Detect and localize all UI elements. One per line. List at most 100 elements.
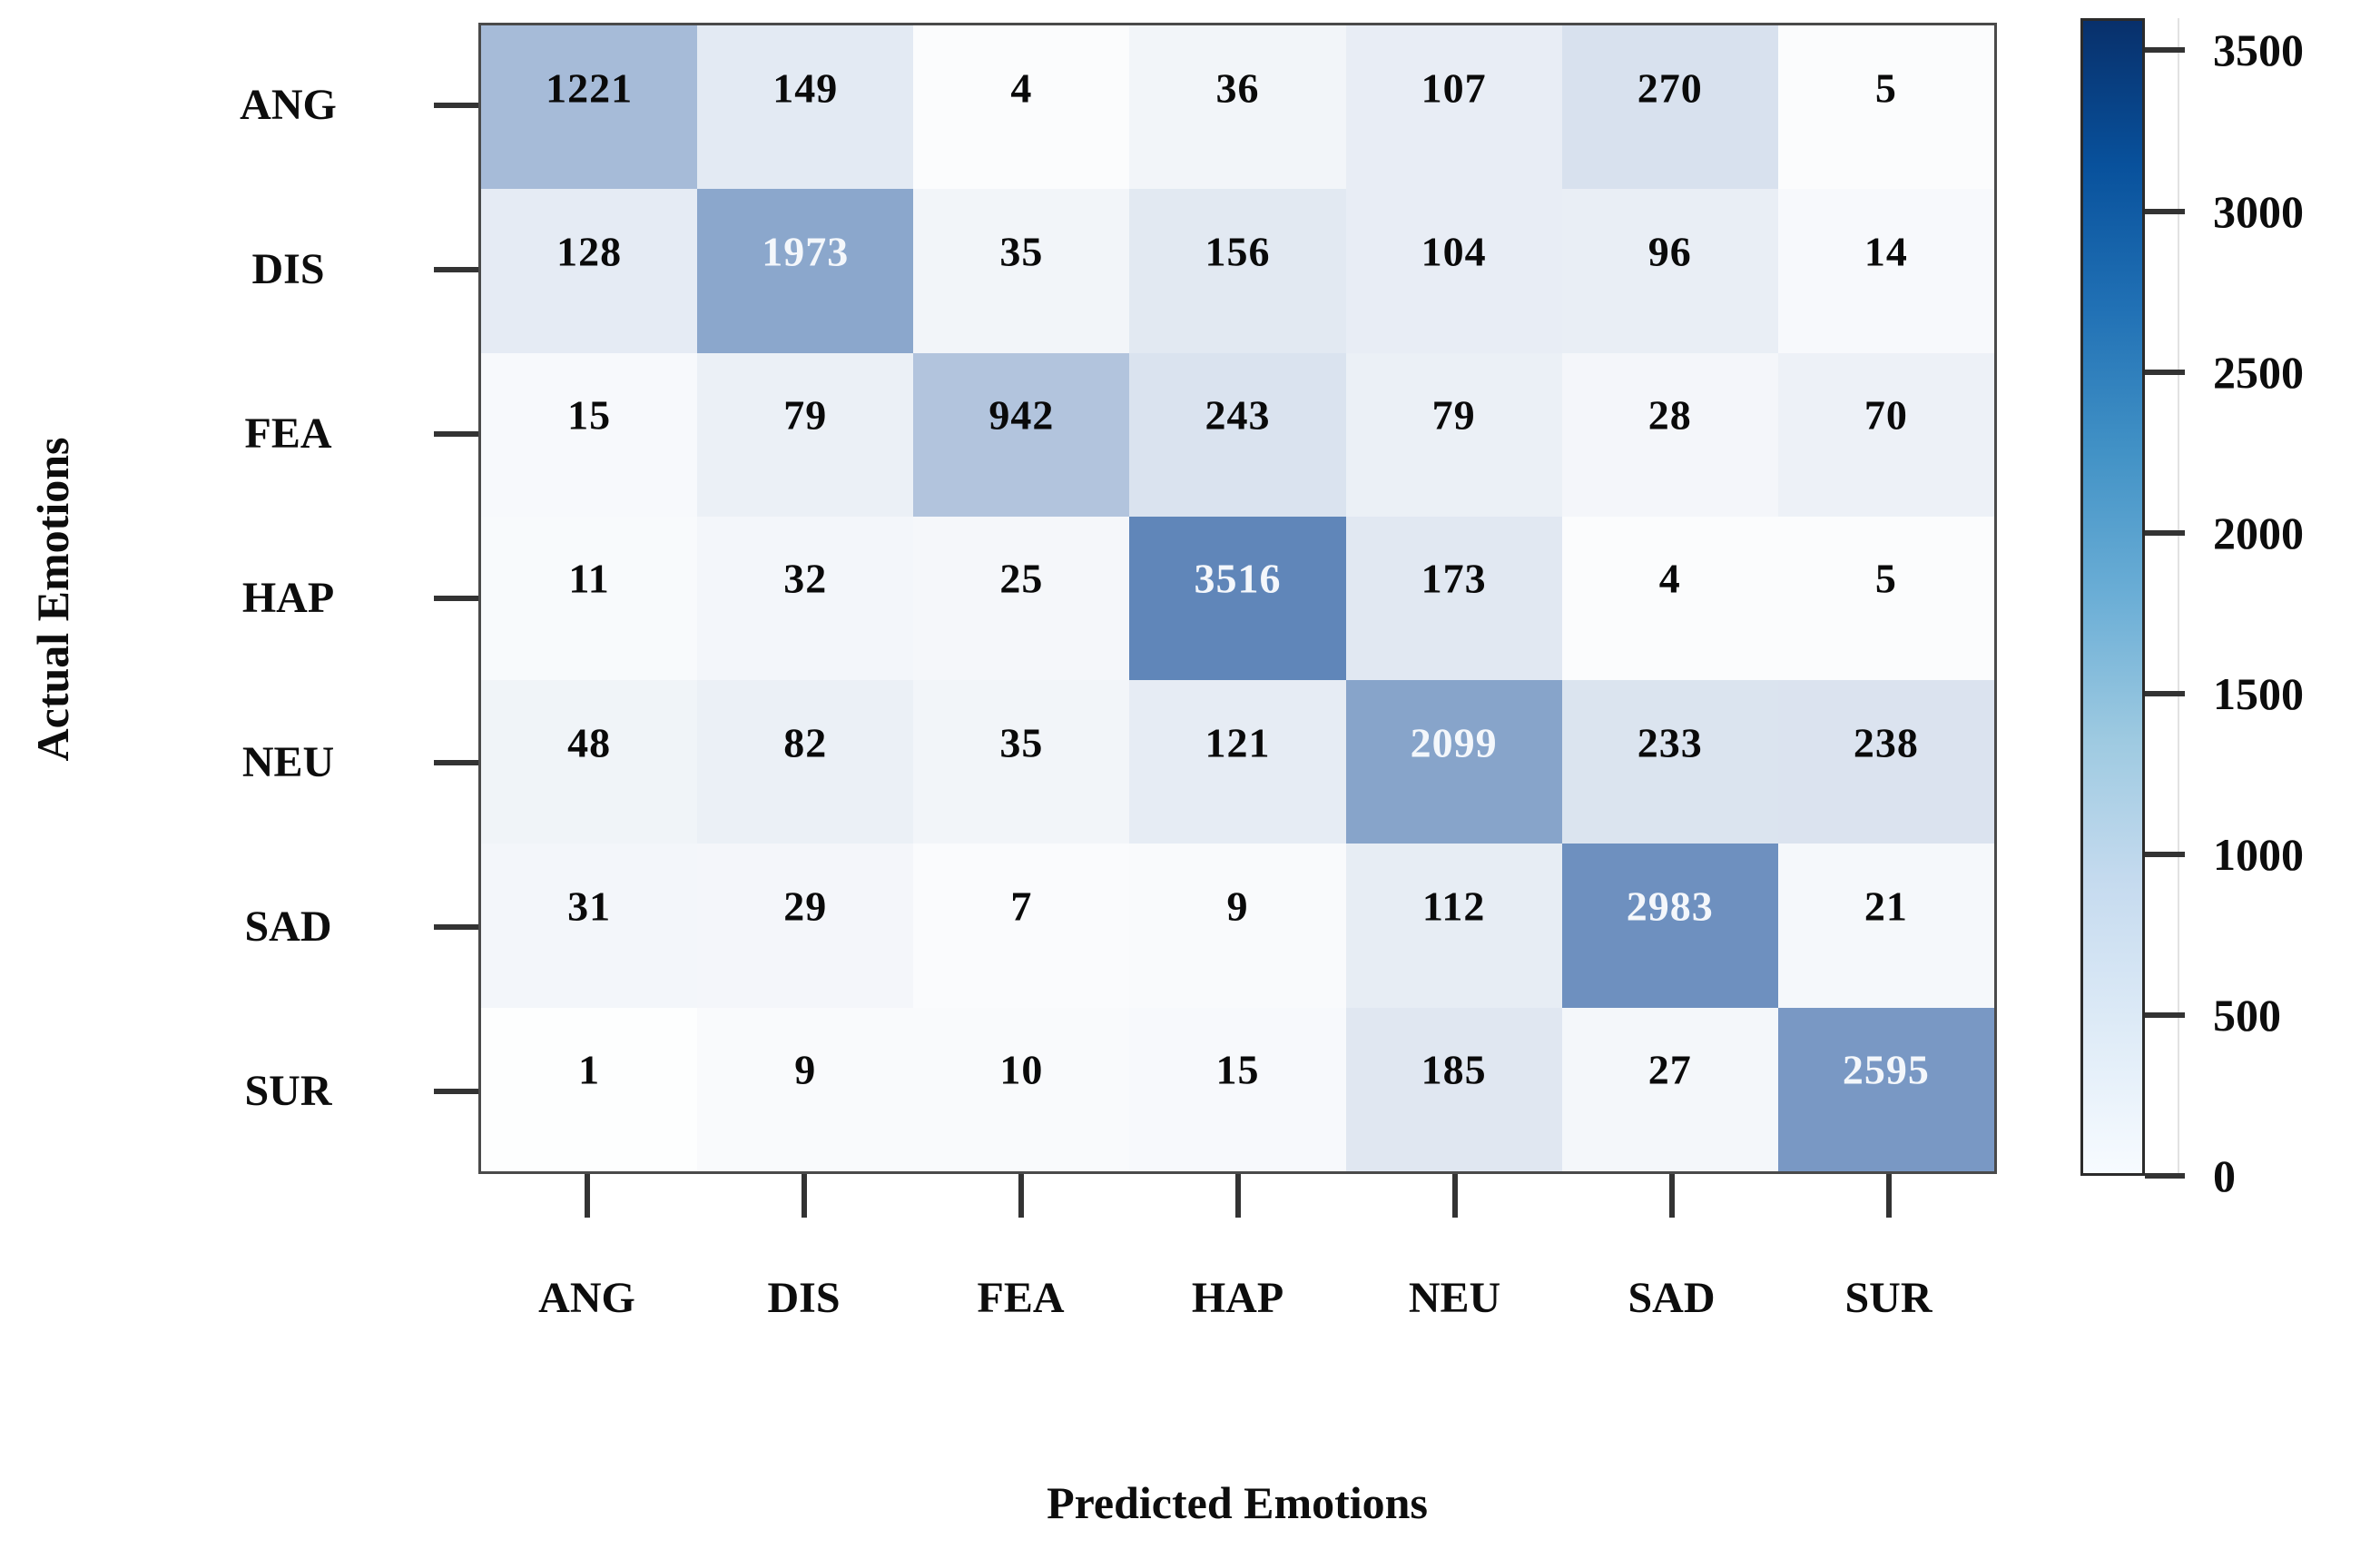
- matrix-cell-value: 104: [1421, 228, 1487, 275]
- matrix-cell: 156: [1129, 189, 1346, 353]
- matrix-cell: 2983: [1561, 844, 1778, 1008]
- matrix-cell-value: 21: [1864, 883, 1908, 930]
- x-axis-tick: [801, 1174, 807, 1218]
- y-axis-tick: [434, 430, 478, 437]
- matrix-cell-value: 36: [1215, 64, 1260, 111]
- matrix-cell: 11: [481, 516, 698, 681]
- colorbar-tick-label: 2500: [2213, 346, 2304, 398]
- matrix-cell: 21: [1777, 844, 1994, 1008]
- matrix-cell: 149: [697, 25, 914, 190]
- matrix-cell-value: 243: [1205, 391, 1271, 439]
- matrix-cell-value: 185: [1421, 1046, 1487, 1093]
- matrix-cell-value: 11: [568, 555, 610, 602]
- x-axis-tick: [584, 1174, 590, 1218]
- matrix-cell-value: 9: [1226, 883, 1249, 930]
- matrix-cell: 7: [913, 844, 1130, 1008]
- matrix-cell: 9: [697, 1007, 914, 1171]
- matrix-cell-value: 15: [567, 391, 612, 439]
- matrix-cell: 15: [1129, 1007, 1346, 1171]
- matrix-cell-value: 27: [1647, 1046, 1692, 1093]
- matrix-cell-value: 233: [1637, 719, 1703, 766]
- matrix-cell: 82: [697, 680, 914, 844]
- colorbar-tick: [2145, 690, 2185, 696]
- y-axis-label-dis: DIS: [251, 244, 325, 293]
- colorbar-tick-label: 500: [2213, 989, 2281, 1041]
- matrix-cell: 128: [481, 189, 698, 353]
- matrix-cell: 14: [1777, 189, 1994, 353]
- matrix-cell: 1: [481, 1007, 698, 1171]
- matrix-cell: 29: [697, 844, 914, 1008]
- colorbar-tick: [2145, 369, 2185, 375]
- matrix-cell: 112: [1345, 844, 1562, 1008]
- matrix-cell: 28: [1561, 352, 1778, 517]
- matrix-cell: 1221: [481, 25, 698, 190]
- colorbar-tick: [2145, 1173, 2185, 1179]
- matrix-cell-value: 5: [1874, 555, 1897, 602]
- matrix-cell-value: 112: [1421, 883, 1486, 930]
- matrix-cell: 35: [913, 680, 1130, 844]
- matrix-cell-value: 79: [1431, 391, 1476, 439]
- matrix-cell: 27: [1561, 1007, 1778, 1171]
- x-axis-label-sad: SAD: [1628, 1274, 1716, 1322]
- matrix-cell-value: 14: [1864, 228, 1908, 275]
- matrix-cell-value: 70: [1864, 391, 1908, 439]
- y-axis-tick: [434, 1089, 478, 1095]
- matrix-cell-value: 5: [1874, 64, 1897, 111]
- matrix-cell-value: 1221: [546, 64, 634, 111]
- matrix-cell: 942: [913, 352, 1130, 517]
- matrix-cell-value: 29: [783, 883, 828, 930]
- colorbar-tick-label: 1500: [2213, 667, 2304, 719]
- x-axis-label-dis: DIS: [767, 1274, 841, 1322]
- y-axis-tick: [434, 266, 478, 272]
- matrix-cell-value: 107: [1421, 64, 1487, 111]
- matrix-cell: 5: [1777, 25, 1994, 190]
- matrix-cell: 36: [1129, 25, 1346, 190]
- heatmap-plot-area: 1221 149 4 36 107 270 5 128 1973 35 156 104 96 14 15 79…: [478, 23, 1997, 1174]
- x-axis-tick: [1451, 1174, 1458, 1218]
- x-axis-label-fea: FEA: [977, 1274, 1065, 1322]
- matrix-cell-value: 2099: [1410, 719, 1498, 766]
- matrix-cell-value: 238: [1853, 719, 1919, 766]
- matrix-cell: 10: [913, 1007, 1130, 1171]
- y-axis-tick: [434, 102, 478, 108]
- matrix-cell-value: 270: [1637, 64, 1703, 111]
- matrix-cell: 238: [1777, 680, 1994, 844]
- matrix-cell-value: 96: [1647, 228, 1692, 275]
- matrix-cell: 2099: [1345, 680, 1562, 844]
- matrix-cell: 70: [1777, 352, 1994, 517]
- y-axis-label-sad: SAD: [244, 903, 332, 952]
- matrix-cell: 173: [1345, 516, 1562, 681]
- matrix-cell: 233: [1561, 680, 1778, 844]
- matrix-cell: 96: [1561, 189, 1778, 353]
- matrix-cell-value: 9: [794, 1046, 817, 1093]
- matrix-cell-value: 4: [1010, 64, 1033, 111]
- colorbar-tick-label: 0: [2213, 1150, 2236, 1201]
- colorbar-tick-label: 2000: [2213, 507, 2304, 558]
- matrix-cell-value: 15: [1215, 1046, 1260, 1093]
- matrix-cell: 1973: [697, 189, 914, 353]
- x-axis-tick: [1018, 1174, 1024, 1218]
- matrix-cell: 31: [481, 844, 698, 1008]
- matrix-cell: 107: [1345, 25, 1562, 190]
- colorbar-tick-label: 1000: [2213, 828, 2304, 880]
- y-axis-tick: [434, 924, 478, 931]
- matrix-cell: 185: [1345, 1007, 1562, 1171]
- matrix-cell-value: 35: [999, 719, 1044, 766]
- matrix-cell-value: 7: [1010, 883, 1033, 930]
- matrix-cell-value: 942: [988, 391, 1055, 439]
- x-axis-label-sur: SUR: [1844, 1274, 1933, 1322]
- matrix-cell: 48: [481, 680, 698, 844]
- matrix-cell-value: 149: [772, 64, 839, 111]
- x-axis-tick: [1668, 1174, 1675, 1218]
- matrix-cell-value: 82: [783, 719, 828, 766]
- matrix-cell: 9: [1129, 844, 1346, 1008]
- colorbar-tick: [2145, 1011, 2185, 1018]
- y-axis-label-hap: HAP: [241, 574, 335, 622]
- x-axis-title: Predicted Emotions: [1047, 1477, 1428, 1528]
- colorbar: [2080, 18, 2145, 1176]
- matrix-cell: 25: [913, 516, 1130, 681]
- matrix-cell-value: 10: [999, 1046, 1044, 1093]
- y-axis-tick: [434, 596, 478, 601]
- matrix-cell: 3516: [1129, 516, 1346, 681]
